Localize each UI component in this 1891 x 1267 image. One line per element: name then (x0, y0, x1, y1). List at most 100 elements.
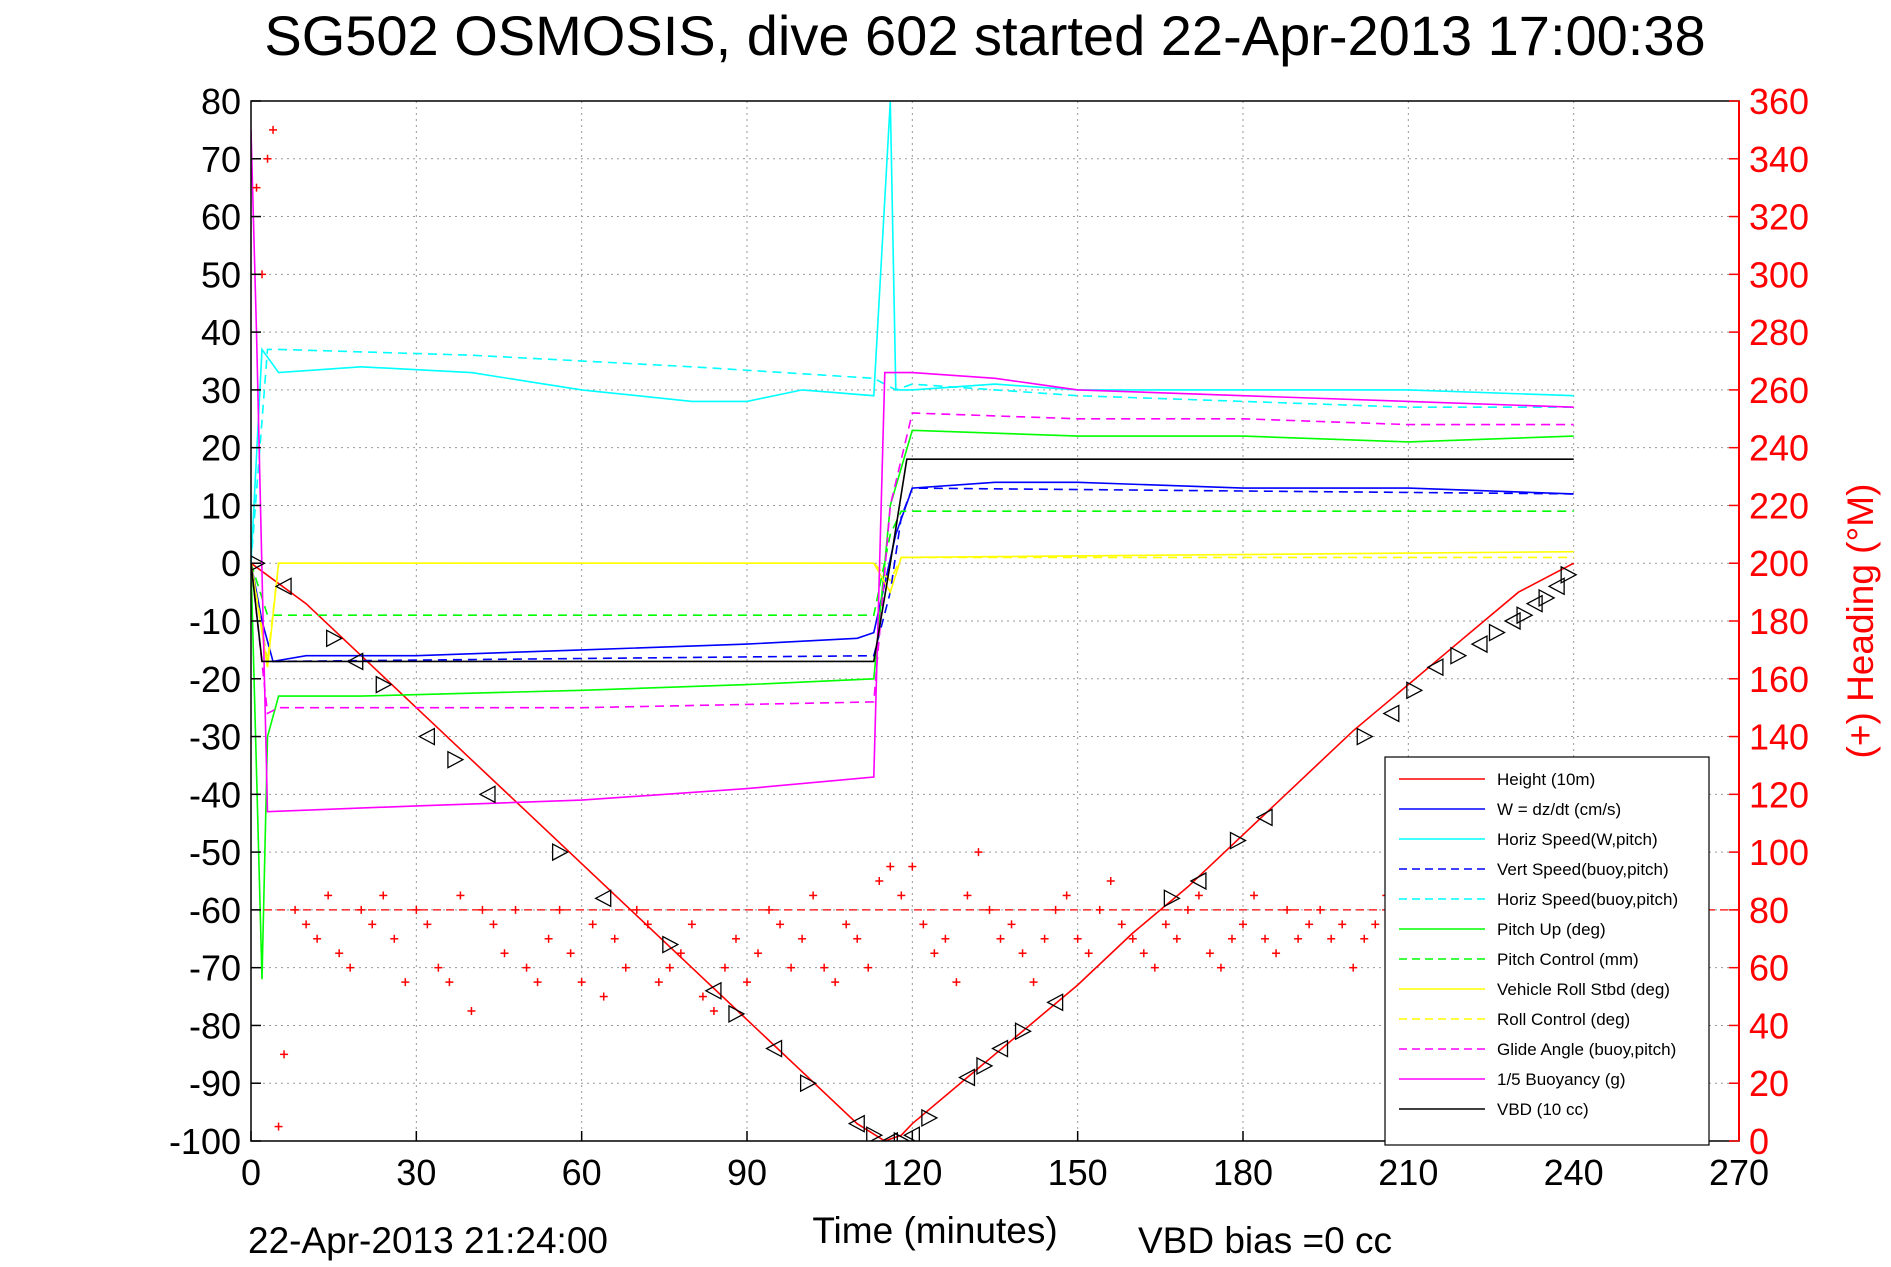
x-tick-label: 60 (562, 1152, 602, 1193)
heading-point (1305, 920, 1314, 929)
triangle-marker (880, 1131, 898, 1141)
heading-point (1194, 891, 1203, 900)
heading-point (809, 891, 818, 900)
heading-point (787, 963, 796, 972)
y-right-tick-label: 200 (1749, 543, 1809, 584)
triangle-marker (704, 981, 722, 1000)
heading-point (1294, 934, 1303, 943)
triangle-marker (1163, 889, 1181, 908)
heading-point (1371, 920, 1380, 929)
y-right-tick-label: 140 (1749, 717, 1809, 758)
legend-entry-7: Pitch Control (mm) (1497, 950, 1639, 969)
heading-point (445, 978, 454, 987)
heading-point (1360, 934, 1369, 943)
heading-point (302, 920, 311, 929)
heading-point (1084, 949, 1093, 958)
heading-point (654, 978, 663, 987)
heading-point (665, 963, 674, 972)
y-right-tick-label: 220 (1749, 485, 1809, 526)
ticks: 0 30 60 90 120 150 180 210 240 270 80 70 60 50 40 30 20 1… (169, 81, 1809, 1193)
heading-point (1272, 949, 1281, 958)
chart-title: SG502 OSMOSIS, dive 602 started 22-Apr-2… (264, 4, 1705, 67)
series-line-6 (251, 429, 1574, 980)
legend-entry-4: Vert Speed(buoy,pitch) (1497, 860, 1669, 879)
series-line-2 (251, 481, 1574, 663)
heading-point (643, 920, 652, 929)
heading-point (1172, 934, 1181, 943)
heading-point (1261, 934, 1270, 943)
heading-point (456, 891, 465, 900)
y-right-tick-label: 120 (1749, 774, 1809, 815)
legend-entry-6: Pitch Up (deg) (1497, 920, 1606, 939)
y-right-tick-label: 300 (1749, 254, 1809, 295)
triangle-marker (1426, 658, 1444, 677)
heading-point (423, 920, 432, 929)
y-left-tick-label: -10 (189, 601, 241, 642)
y-left-tick-label: 20 (201, 428, 241, 469)
y-right-tick-label: 240 (1749, 428, 1809, 469)
y-left-tick-label: 80 (201, 81, 241, 122)
triangle-marker (346, 652, 364, 671)
heading-point (996, 934, 1005, 943)
triangle-marker (1450, 646, 1468, 665)
triangle-marker (799, 1074, 818, 1093)
x-tick-label: 150 (1048, 1152, 1108, 1193)
heading-point (908, 862, 917, 871)
heading-point (1338, 920, 1347, 929)
heading-point (1106, 877, 1115, 885)
heading-point (412, 905, 421, 914)
y-left-tick-label: -40 (189, 774, 241, 815)
heading-point (687, 920, 696, 929)
heading-point (1316, 905, 1325, 914)
legend-box (1384, 756, 1710, 1146)
legend-entry-8: Vehicle Roll Stbd (deg) (1497, 980, 1670, 999)
triangle-marker (1538, 588, 1556, 607)
x-tick-label: 120 (882, 1152, 942, 1193)
heading-point (379, 891, 388, 900)
heading-point (1073, 934, 1082, 943)
heading-point (1040, 934, 1049, 943)
heading-point (489, 920, 498, 929)
heading-point (522, 963, 531, 972)
y-left-tick-label: 70 (201, 139, 241, 180)
heading-point (709, 1007, 718, 1015)
legend-entry-9: Roll Control (deg) (1497, 1010, 1630, 1029)
heading-point (765, 905, 774, 914)
heading-point (853, 934, 862, 943)
heading-point (1283, 905, 1292, 914)
heading-point (698, 992, 707, 1001)
heading-point (1250, 891, 1259, 900)
triangle-marker (1525, 594, 1543, 613)
heading-point (346, 963, 355, 972)
heading-point (1205, 949, 1214, 958)
heading-point (577, 978, 586, 987)
triangle-marker (1488, 623, 1506, 642)
heading-point (401, 978, 410, 987)
y-right-tick-label: 40 (1749, 1005, 1789, 1046)
heading-point (1007, 920, 1016, 929)
series-line-1 (251, 562, 1575, 1141)
series-line-9 (251, 556, 1574, 662)
heading-point (1117, 920, 1126, 929)
heading-point (335, 949, 344, 958)
y-left-tick-label: -100 (169, 1121, 241, 1162)
series-layer (251, 101, 1739, 1141)
heading-point (864, 963, 873, 972)
legend-entry-3: Horiz Speed(W,pitch) (1497, 830, 1658, 849)
heading-point (1183, 905, 1192, 914)
y-left-tick-label: 60 (201, 197, 241, 238)
x-tick-label: 30 (396, 1152, 436, 1193)
heading-point (1216, 963, 1225, 972)
triangle-marker (1229, 831, 1247, 850)
y-left-tick-label: -30 (189, 717, 241, 758)
heading-point (1227, 934, 1236, 943)
triangle-marker (1014, 1022, 1032, 1041)
x-tick-label: 180 (1213, 1152, 1273, 1193)
heading-point (720, 963, 729, 972)
triangle-marker (847, 1114, 865, 1133)
triangle-marker (728, 1004, 746, 1023)
legend-entry-2: W = dz/dt (cm/s) (1497, 800, 1621, 819)
y-right-tick-label: 320 (1749, 197, 1809, 238)
y-left-tick-label: 40 (201, 312, 241, 353)
